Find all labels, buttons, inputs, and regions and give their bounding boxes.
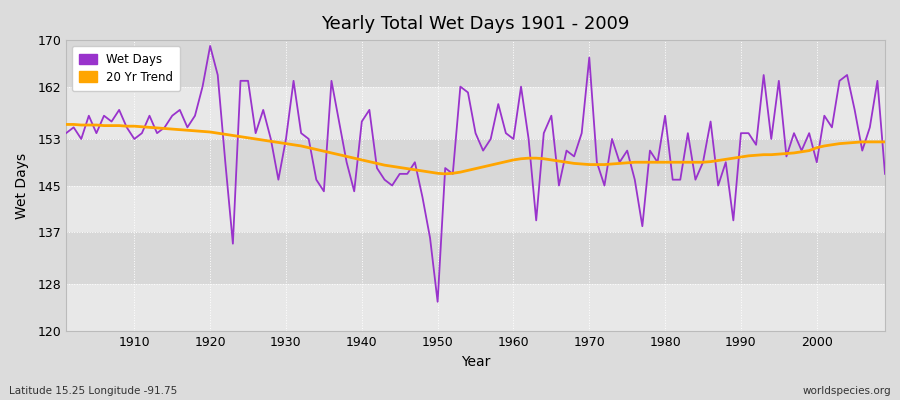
20 Yr Trend <box>516 156 526 161</box>
Wet Days <box>614 160 625 165</box>
Legend: Wet Days, 20 Yr Trend: Wet Days, 20 Yr Trend <box>72 46 180 91</box>
20 Yr Trend <box>122 124 132 128</box>
Y-axis label: Wet Days: Wet Days <box>15 152 29 218</box>
Line: 20 Yr Trend: 20 Yr Trend <box>66 124 885 174</box>
Bar <box>66 186 885 232</box>
20 Yr Trend <box>879 140 890 144</box>
20 Yr Trend <box>60 122 71 127</box>
20 Yr Trend <box>440 172 451 176</box>
20 Yr Trend <box>288 142 299 147</box>
Wet Days <box>204 44 215 48</box>
Bar <box>66 87 885 139</box>
X-axis label: Year: Year <box>461 355 491 369</box>
Wet Days <box>60 131 71 136</box>
Text: Latitude 15.25 Longitude -91.75: Latitude 15.25 Longitude -91.75 <box>9 386 177 396</box>
20 Yr Trend <box>508 158 518 162</box>
Text: worldspecies.org: worldspecies.org <box>803 386 891 396</box>
20 Yr Trend <box>334 152 345 157</box>
Title: Yearly Total Wet Days 1901 - 2009: Yearly Total Wet Days 1901 - 2009 <box>321 15 630 33</box>
Line: Wet Days: Wet Days <box>66 46 885 302</box>
Wet Days <box>122 125 132 130</box>
Wet Days <box>432 300 443 304</box>
Wet Days <box>516 84 526 89</box>
Wet Days <box>523 136 534 141</box>
20 Yr Trend <box>607 162 617 166</box>
Wet Days <box>341 160 352 165</box>
Bar <box>66 284 885 331</box>
Bar <box>66 139 885 186</box>
Bar <box>66 232 885 284</box>
Bar <box>66 40 885 87</box>
Wet Days <box>296 131 307 136</box>
Wet Days <box>879 172 890 176</box>
